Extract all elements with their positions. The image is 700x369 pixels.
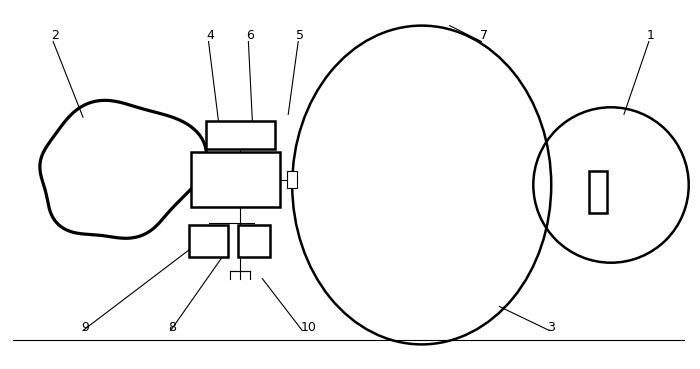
Text: 6: 6 (246, 28, 254, 42)
Text: 1: 1 (647, 28, 655, 42)
Bar (239, 225, 270, 257)
Bar (206, 121, 275, 149)
Text: 8: 8 (168, 321, 176, 334)
Text: 5: 5 (296, 28, 304, 42)
Text: 7: 7 (480, 28, 487, 42)
Bar (188, 225, 228, 257)
Text: 3: 3 (547, 321, 555, 334)
Text: 10: 10 (300, 321, 316, 334)
Text: 4: 4 (206, 28, 214, 42)
Bar (589, 171, 607, 213)
Bar (190, 152, 280, 207)
Text: 9: 9 (81, 321, 89, 334)
Bar (287, 170, 298, 189)
Text: 2: 2 (51, 28, 59, 42)
